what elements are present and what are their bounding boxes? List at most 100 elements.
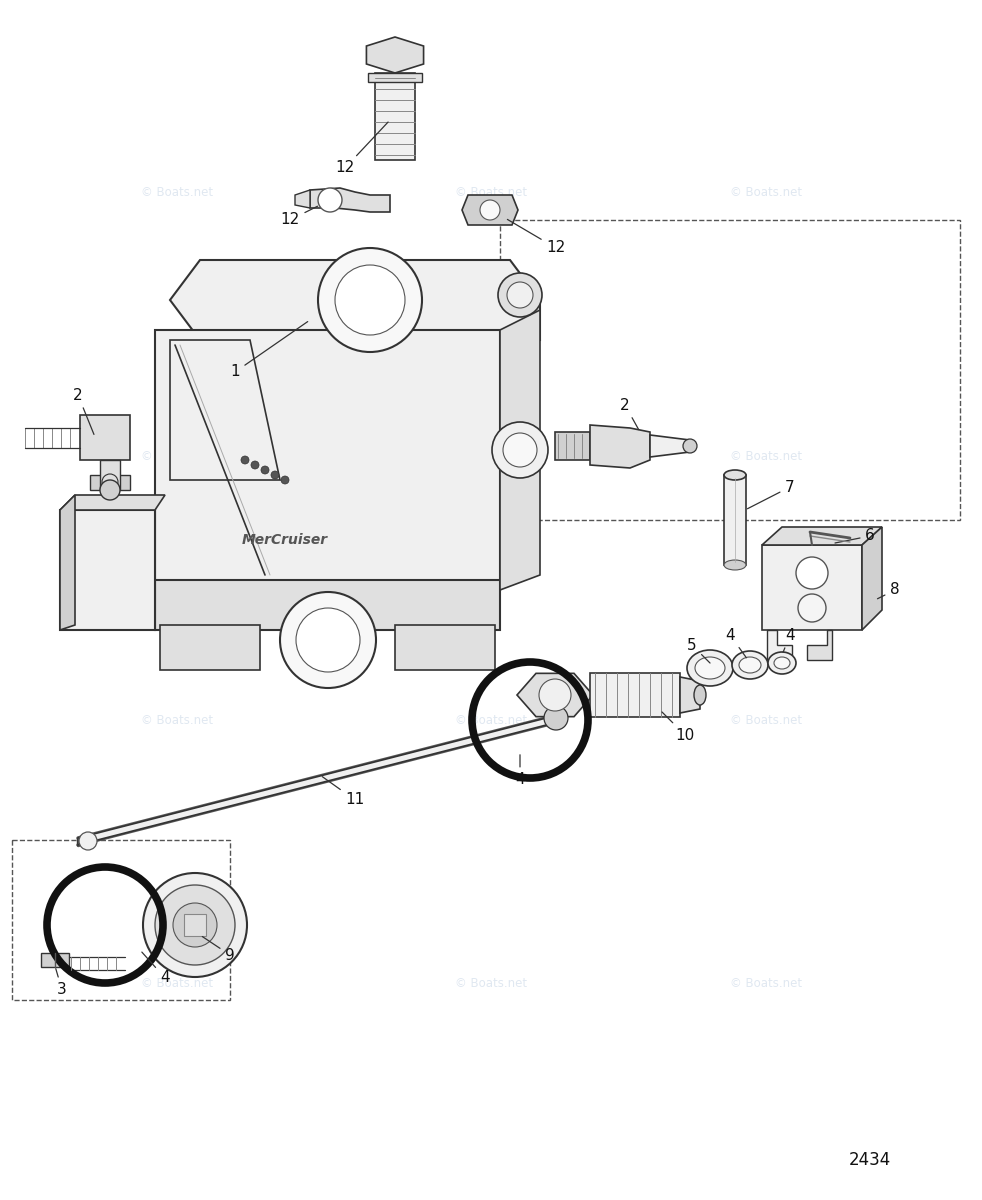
Polygon shape — [78, 715, 558, 845]
Text: © Boats.net: © Boats.net — [455, 978, 527, 990]
Circle shape — [100, 480, 120, 500]
Text: 12: 12 — [336, 122, 388, 175]
Circle shape — [102, 474, 118, 490]
Text: © Boats.net: © Boats.net — [730, 186, 802, 198]
Circle shape — [318, 188, 342, 212]
Text: 4: 4 — [725, 628, 746, 658]
Circle shape — [280, 592, 376, 688]
Polygon shape — [60, 494, 165, 510]
Polygon shape — [650, 434, 690, 457]
Text: 8: 8 — [878, 582, 900, 599]
Polygon shape — [555, 432, 590, 460]
Text: 2: 2 — [74, 388, 94, 434]
Circle shape — [155, 886, 235, 965]
Text: 12: 12 — [281, 206, 317, 228]
Circle shape — [798, 594, 826, 622]
Polygon shape — [862, 527, 882, 630]
Text: © Boats.net: © Boats.net — [140, 714, 213, 726]
Circle shape — [796, 557, 828, 589]
Circle shape — [539, 679, 571, 710]
Ellipse shape — [732, 650, 768, 679]
Polygon shape — [517, 673, 593, 716]
Text: 7: 7 — [747, 480, 794, 509]
Circle shape — [318, 248, 422, 352]
Circle shape — [79, 832, 97, 850]
Text: 2434: 2434 — [848, 1151, 891, 1169]
Text: 10: 10 — [662, 712, 694, 743]
Polygon shape — [295, 190, 310, 208]
Polygon shape — [590, 673, 680, 716]
Polygon shape — [680, 677, 700, 713]
Polygon shape — [90, 475, 130, 490]
Polygon shape — [462, 194, 518, 226]
Ellipse shape — [739, 658, 761, 673]
Circle shape — [492, 422, 548, 478]
Circle shape — [173, 902, 217, 947]
Polygon shape — [41, 953, 69, 967]
Polygon shape — [395, 625, 495, 670]
Circle shape — [296, 608, 360, 672]
Polygon shape — [80, 415, 130, 460]
Text: MerCruiser: MerCruiser — [242, 533, 328, 547]
Circle shape — [683, 439, 697, 452]
Circle shape — [143, 874, 247, 977]
Ellipse shape — [774, 658, 790, 670]
Text: 4: 4 — [141, 952, 170, 985]
Circle shape — [241, 456, 249, 464]
Circle shape — [261, 466, 269, 474]
Polygon shape — [807, 630, 832, 660]
Polygon shape — [500, 310, 540, 590]
Text: © Boats.net: © Boats.net — [455, 186, 527, 198]
Ellipse shape — [694, 685, 706, 704]
Text: © Boats.net: © Boats.net — [140, 978, 213, 990]
Polygon shape — [366, 37, 423, 73]
Ellipse shape — [687, 650, 733, 686]
Text: 1: 1 — [230, 322, 307, 379]
Ellipse shape — [724, 560, 746, 570]
Ellipse shape — [768, 652, 796, 674]
Polygon shape — [100, 460, 120, 490]
Polygon shape — [590, 425, 650, 468]
Circle shape — [251, 461, 259, 469]
Circle shape — [335, 265, 405, 335]
Polygon shape — [762, 545, 862, 630]
Polygon shape — [762, 527, 882, 545]
Text: © Boats.net: © Boats.net — [140, 450, 213, 462]
Ellipse shape — [695, 658, 725, 679]
Text: 3: 3 — [56, 968, 67, 997]
Text: © Boats.net: © Boats.net — [140, 186, 213, 198]
Polygon shape — [155, 330, 500, 590]
Polygon shape — [170, 260, 540, 340]
Polygon shape — [155, 580, 500, 630]
Text: © Boats.net: © Boats.net — [730, 714, 802, 726]
Text: © Boats.net: © Boats.net — [455, 450, 527, 462]
Ellipse shape — [724, 470, 746, 480]
Polygon shape — [767, 630, 792, 660]
Circle shape — [281, 476, 289, 484]
Polygon shape — [184, 914, 206, 936]
Circle shape — [498, 272, 542, 317]
Text: 12: 12 — [508, 220, 566, 256]
Text: 4: 4 — [783, 628, 794, 653]
Text: 11: 11 — [322, 776, 364, 808]
Text: © Boats.net: © Boats.net — [455, 714, 527, 726]
Polygon shape — [160, 625, 260, 670]
Text: © Boats.net: © Boats.net — [730, 978, 802, 990]
Circle shape — [544, 706, 568, 730]
Circle shape — [480, 200, 500, 220]
Polygon shape — [724, 475, 746, 565]
Text: 6: 6 — [865, 528, 875, 542]
Circle shape — [503, 433, 537, 467]
Polygon shape — [60, 510, 155, 630]
Text: 9: 9 — [202, 936, 235, 962]
Polygon shape — [310, 188, 390, 212]
Text: © Boats.net: © Boats.net — [730, 450, 802, 462]
Polygon shape — [375, 73, 415, 160]
Polygon shape — [368, 73, 422, 82]
Text: 5: 5 — [687, 637, 710, 664]
Circle shape — [507, 282, 533, 308]
Circle shape — [271, 470, 279, 479]
Polygon shape — [170, 340, 280, 480]
Text: 4: 4 — [516, 755, 524, 787]
Polygon shape — [60, 494, 75, 630]
